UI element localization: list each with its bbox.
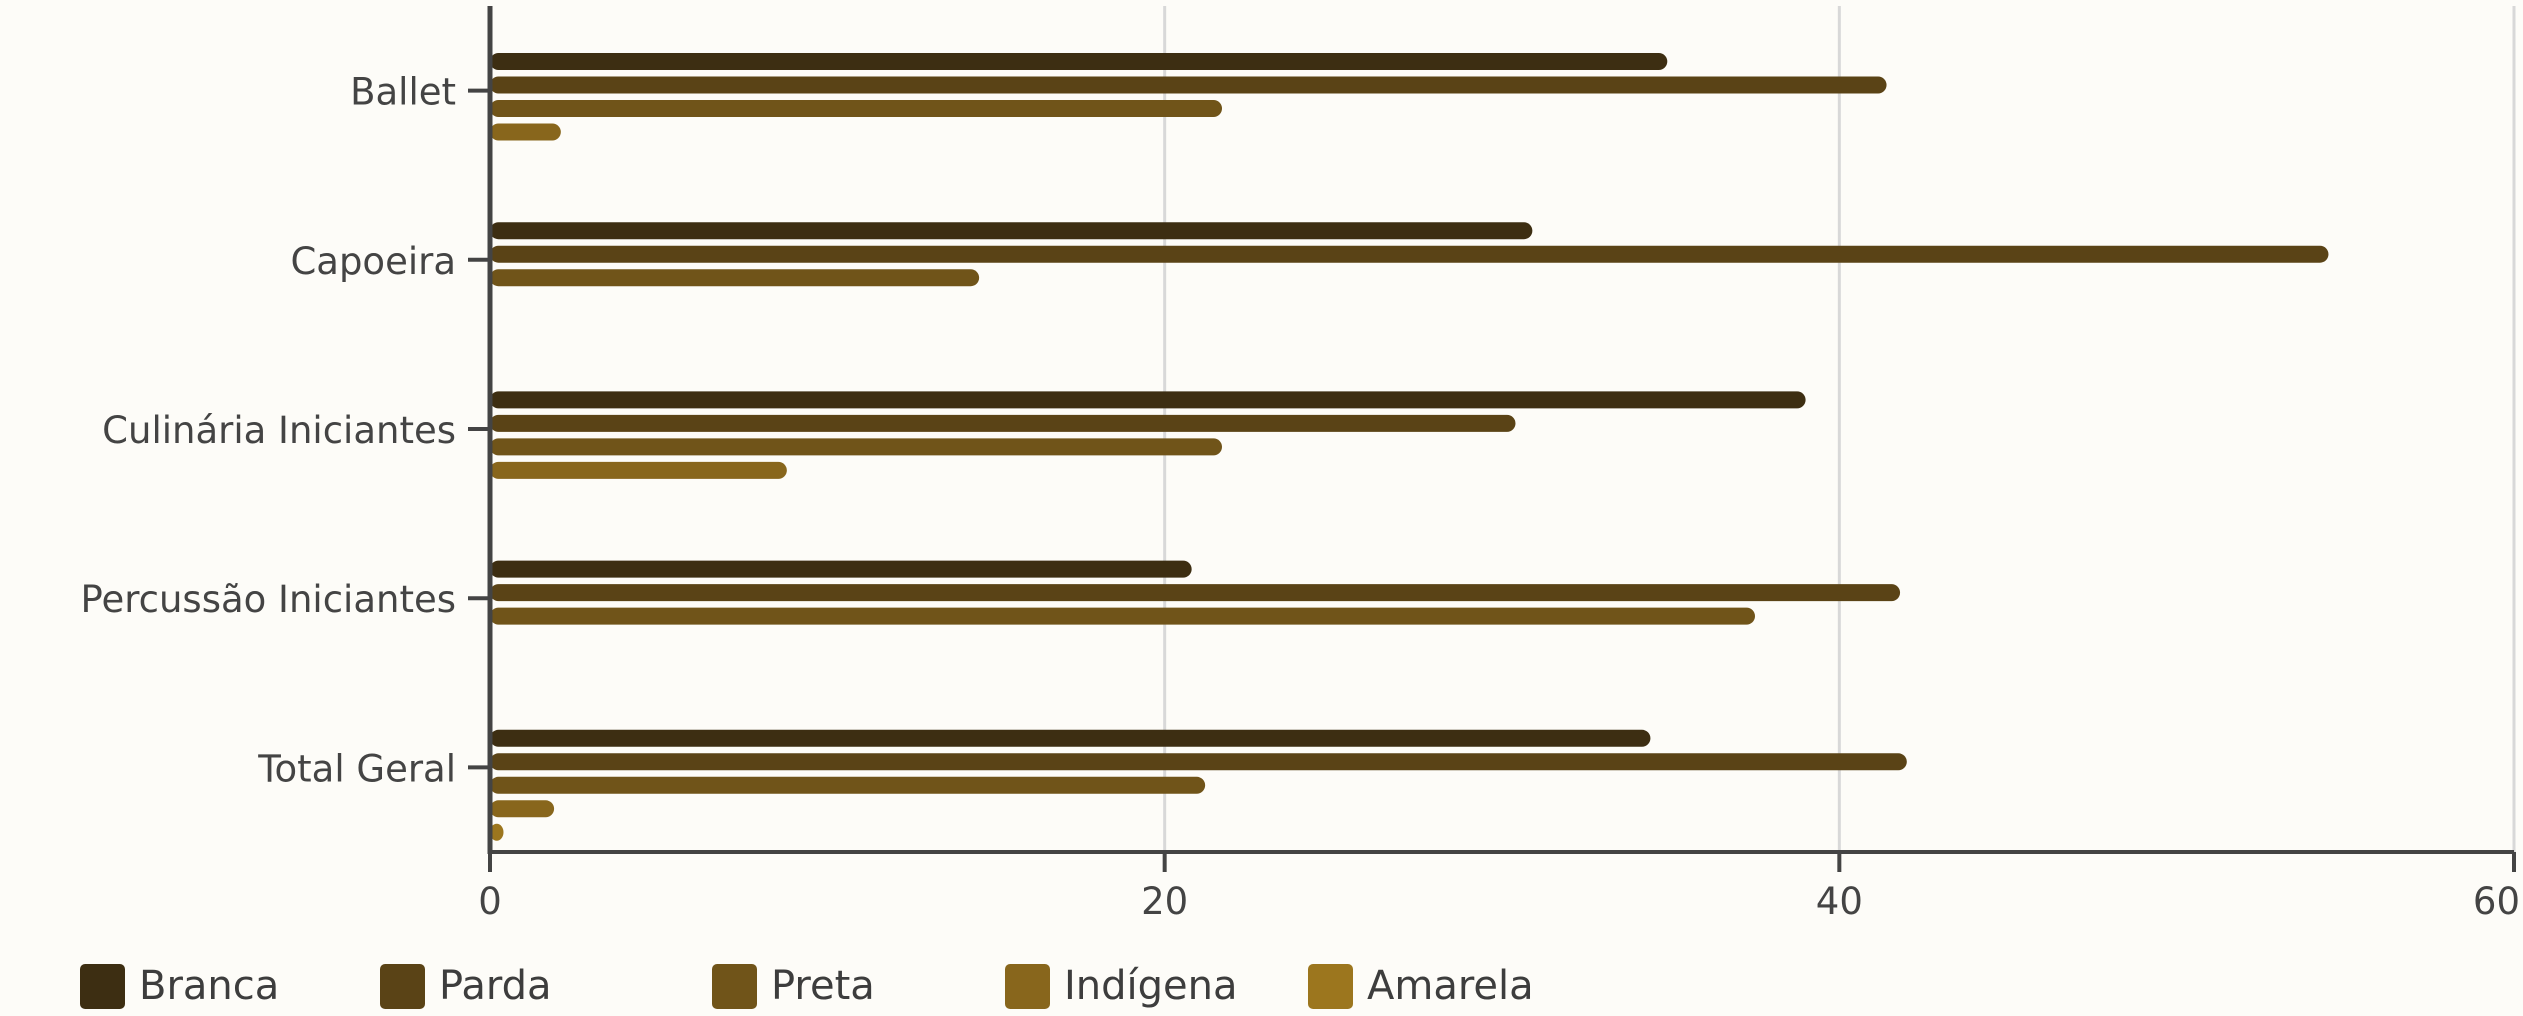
- bar-parda: [490, 584, 1901, 602]
- bar-indígena: [490, 800, 555, 818]
- bar-branca: [490, 53, 1668, 70]
- bar-chart: Ballet Capoeira Culinária Iniciantes Percus…: [80, 6, 2520, 923]
- legend-label: Indígena: [1064, 963, 1238, 1009]
- legend-swatch: [380, 963, 425, 1009]
- x-tick-label: 40: [1816, 880, 1863, 923]
- x-tick-label: 20: [1141, 880, 1188, 923]
- bar-branca: [490, 560, 1192, 578]
- y-tick-label: Culinária Iniciantes: [102, 409, 456, 452]
- bar-parda: [490, 753, 1907, 771]
- bar-parda: [490, 76, 1887, 94]
- y-tick-label: Capoeira: [290, 240, 456, 283]
- bar-branca: [490, 729, 1651, 747]
- bar-parda: [490, 245, 2329, 263]
- y-tick-label: Ballet: [350, 71, 456, 114]
- legend-item: Amarela: [1308, 958, 1534, 1014]
- legend-swatch: [712, 963, 757, 1009]
- x-tick-label: 0: [478, 880, 502, 923]
- x-tick-label: 60: [2473, 880, 2520, 923]
- legend-label: Amarela: [1367, 963, 1534, 1009]
- bar-amarela: [490, 823, 504, 841]
- axes: Ballet Capoeira Culinária Iniciantes Percus…: [80, 6, 2520, 923]
- legend-item: Branca: [80, 958, 279, 1014]
- y-tick-label: Percussão Iniciantes: [80, 578, 456, 621]
- bar-preta: [490, 776, 1206, 794]
- bar-parda: [490, 414, 1516, 432]
- bar-branca: [490, 222, 1533, 240]
- bar-indígena: [490, 123, 561, 141]
- legend-swatch: [1005, 963, 1050, 1009]
- legend-label: Parda: [439, 963, 552, 1009]
- bar-branca: [490, 391, 1806, 409]
- bars: [490, 53, 2329, 841]
- y-tick-label: Total Geral: [257, 747, 456, 790]
- legend: Branca Parda Preta Indígena Amarela: [80, 958, 2520, 1014]
- bar-preta: [490, 269, 980, 287]
- legend-swatch: [1308, 963, 1353, 1009]
- bar-indígena: [490, 461, 787, 479]
- legend-swatch: [80, 963, 125, 1009]
- legend-label: Preta: [771, 963, 875, 1009]
- legend-item: Parda: [380, 958, 551, 1014]
- bar-preta: [490, 607, 1755, 625]
- bar-preta: [490, 100, 1223, 117]
- legend-item: Preta: [712, 958, 875, 1014]
- legend-label: Branca: [139, 963, 280, 1009]
- bar-preta: [490, 438, 1223, 456]
- legend-item: Indígena: [1005, 958, 1238, 1014]
